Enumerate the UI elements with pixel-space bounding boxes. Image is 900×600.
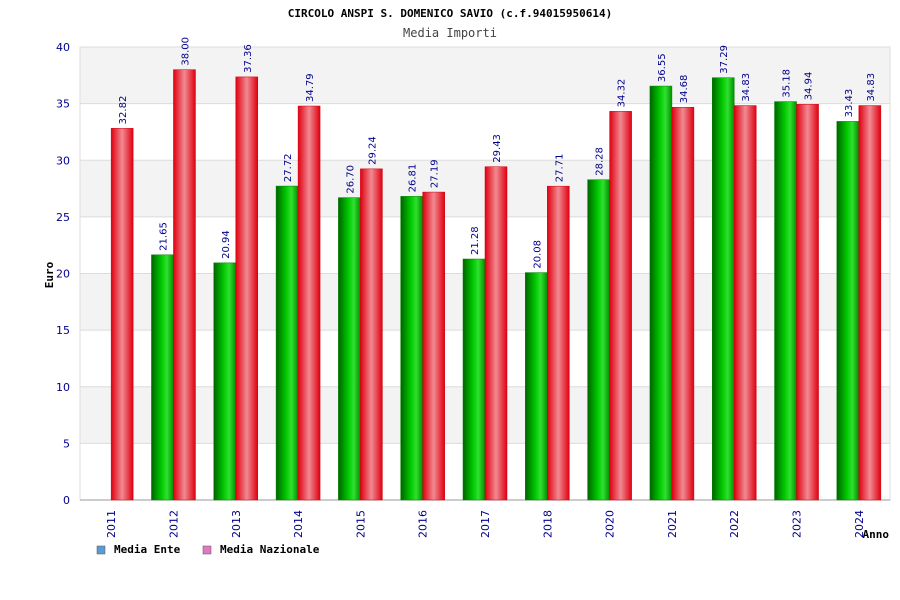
bar-media-ente [836,121,860,501]
y-tick-label: 35 [56,98,70,111]
x-tick-label: 2012 [167,510,180,538]
y-axis-label: Euro [43,261,56,288]
bar-media-nazionale [547,185,570,501]
data-label: 21.28 [470,226,481,255]
data-label: 29.24 [367,136,378,165]
bar-media-nazionale [733,105,757,501]
x-tick-label: 2015 [354,510,367,538]
data-label: 33.43 [844,89,855,118]
bar-media-ente [151,254,174,501]
y-tick-label: 0 [63,494,70,507]
data-label: 36.55 [657,53,668,82]
legend-swatch [96,545,106,555]
x-tick-label: 2013 [230,510,243,538]
data-label: 32.82 [118,96,129,125]
bar-media-nazionale [297,105,321,501]
data-label: 27.19 [430,159,441,188]
bar-media-ente [587,179,610,501]
bar-media-ente [462,258,486,501]
data-label: 34.32 [617,79,628,108]
bar-media-ente [213,262,237,501]
data-label: 20.08 [532,240,543,269]
y-axis-ticks: 0 5 10 15 20 25 30 35 40 [56,41,70,507]
plot-band [80,47,890,104]
y-tick-label: 25 [56,211,70,224]
data-label: 34.94 [804,72,815,101]
data-label: 21.65 [158,222,169,251]
data-label: 34.83 [866,73,877,102]
data-label: 38.00 [180,37,191,66]
data-label: 34.83 [741,73,752,102]
legend: Media Ente Media Nazionale [96,543,320,556]
data-label: 27.72 [283,153,294,182]
data-label: 37.29 [719,45,730,74]
bar-media-nazionale [796,104,819,501]
plot-band [80,103,890,161]
bar-media-ente [275,185,299,501]
x-tick-label: 2024 [853,510,866,538]
bar-media-ente [400,196,423,501]
x-tick-label: 2016 [417,510,430,538]
chart-subtitle: Media Importi [403,26,497,40]
y-tick-label: 5 [63,437,70,450]
data-label: 28.28 [595,147,606,176]
data-label: 29.43 [492,134,503,163]
y-tick-label: 20 [56,268,70,281]
bar-media-nazionale [671,106,695,501]
data-labels: 32.82 21.65 38.00 20.94 37.36 27.72 34.79 26.70… [118,37,877,269]
bar-media-nazionale [110,128,134,501]
data-label: 27.71 [554,154,565,183]
bar-media-nazionale [422,191,445,501]
data-label: 35.18 [782,69,793,98]
data-label: 26.81 [408,164,419,193]
x-tick-label: 2021 [666,510,679,538]
x-tick-label: 2023 [791,510,804,538]
x-tick-label: 2014 [292,510,305,538]
data-label: 20.94 [221,230,232,259]
bar-media-ente [338,197,361,501]
data-label: 34.68 [679,75,690,104]
y-tick-label: 15 [56,324,70,337]
bar-media-ente [711,77,735,501]
legend-swatch [202,545,212,555]
x-tick-label: 2017 [479,510,492,538]
x-axis-ticks: 2011 2012 2013 2014 2015 2016 2017 2018 2020 2021… [105,510,866,538]
x-tick-label: 2022 [728,510,741,538]
x-axis-label: Anno [863,528,890,541]
bar-media-nazionale [858,105,882,501]
x-tick-label: 2011 [105,510,118,538]
bar-media-nazionale [484,166,508,501]
y-tick-label: 40 [56,41,70,54]
bar-media-nazionale [235,76,259,501]
x-tick-label: 2020 [604,510,617,538]
bar-media-nazionale [609,111,632,501]
legend-label: Media Ente [114,543,181,556]
data-label: 37.36 [243,44,254,73]
data-label: 26.70 [345,165,356,194]
bar-media-nazionale [360,168,383,501]
bar-media-ente [774,101,797,501]
legend-label: Media Nazionale [220,543,320,556]
chart-title: CIRCOLO ANSPI S. DOMENICO SAVIO (c.f.940… [288,7,613,20]
bar-media-ente [525,272,548,501]
y-tick-label: 10 [56,381,70,394]
bar-media-nazionale [173,69,196,501]
bar-media-ente [649,85,673,501]
data-label: 34.79 [305,73,316,102]
x-tick-label: 2018 [541,510,554,538]
bars [110,69,882,501]
y-tick-label: 30 [56,154,70,167]
